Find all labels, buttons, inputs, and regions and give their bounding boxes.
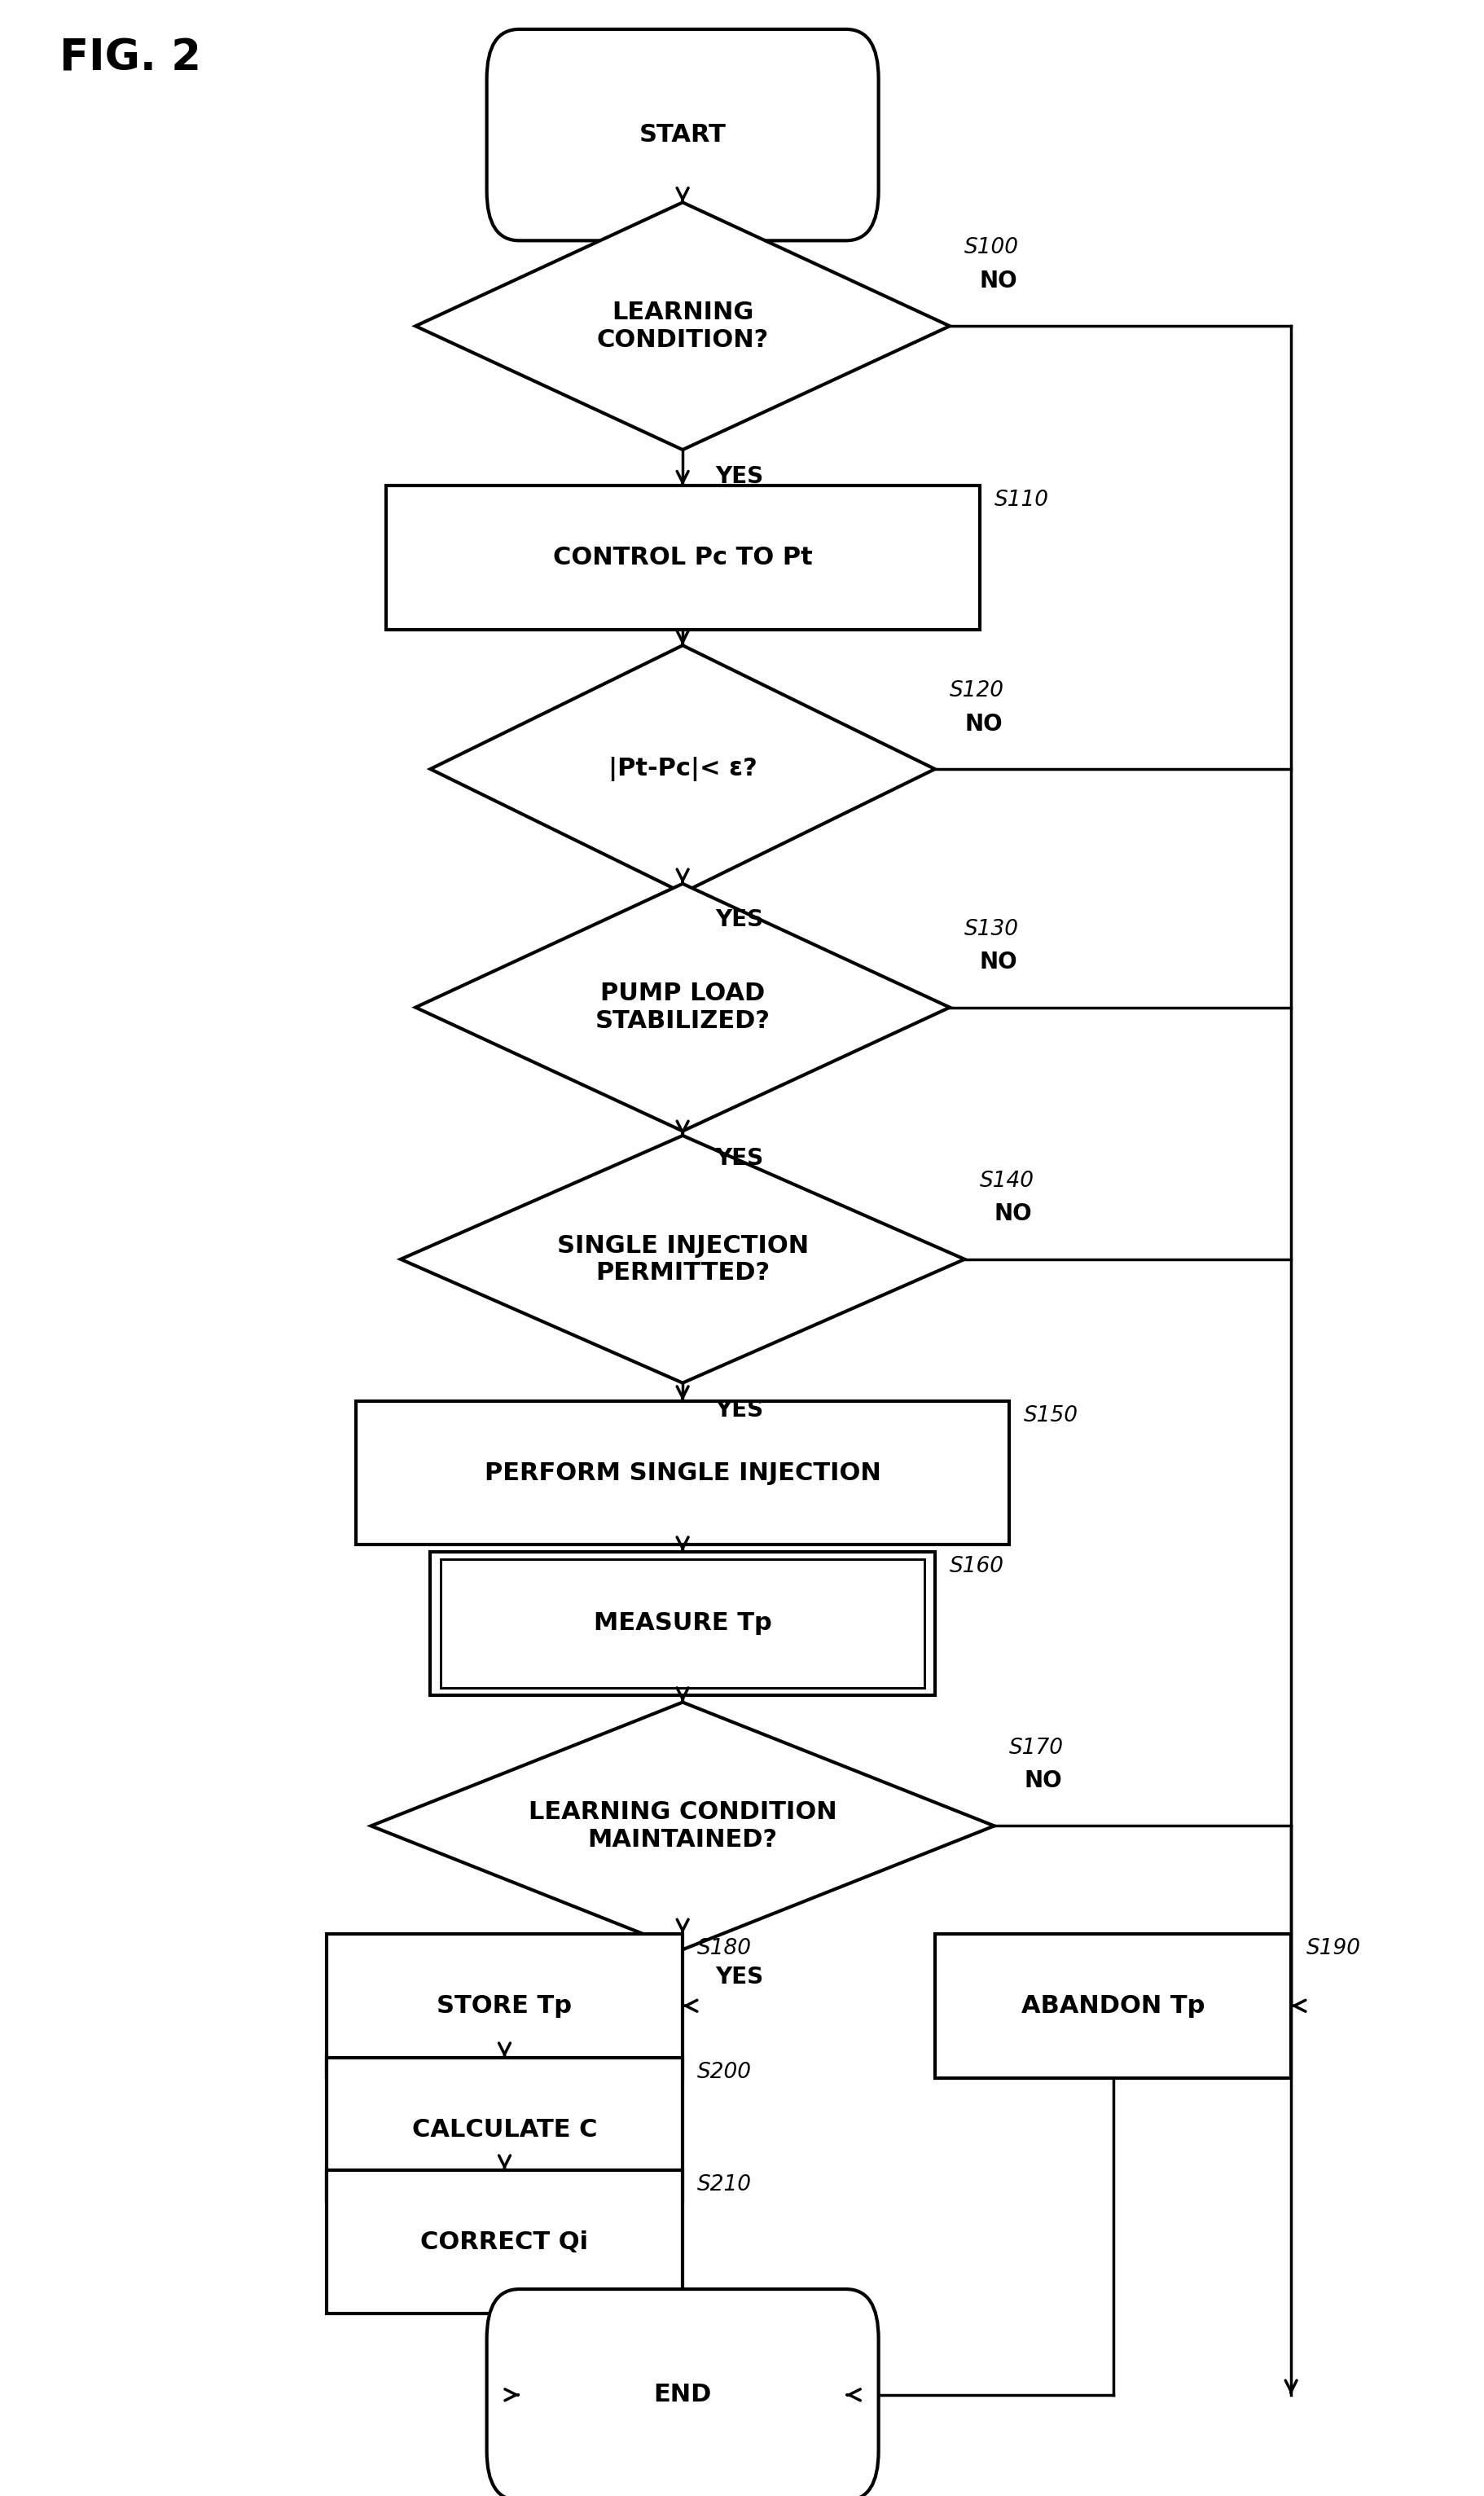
Bar	[441, 1560, 925, 1687]
Text: YES: YES	[715, 1964, 763, 1989]
Text: PERFORM SINGLE INJECTION: PERFORM SINGLE INJECTION	[484, 1460, 881, 1485]
Text: S200: S200	[697, 2062, 752, 2082]
Polygon shape	[416, 202, 950, 449]
Text: FIG. 2: FIG. 2	[59, 37, 200, 80]
Text: S130: S130	[965, 919, 1020, 941]
Text: S210: S210	[697, 2174, 752, 2194]
Bar	[356, 1400, 1009, 1545]
Text: S160: S160	[950, 1555, 1005, 1577]
Text: S170: S170	[1009, 1737, 1064, 1760]
Text: LEARNING
CONDITION?: LEARNING CONDITION?	[597, 300, 769, 352]
FancyBboxPatch shape	[487, 30, 879, 240]
Text: YES: YES	[715, 1398, 763, 1420]
Text: YES: YES	[715, 1146, 763, 1171]
Bar	[430, 1553, 935, 1695]
Text: NO: NO	[979, 951, 1018, 973]
Text: SINGLE INJECTION
PERMITTED?: SINGLE INJECTION PERMITTED?	[556, 1233, 809, 1285]
Text: NO: NO	[994, 1203, 1033, 1226]
Text: S120: S120	[950, 681, 1005, 701]
Text: MEASURE Tp: MEASURE Tp	[594, 1612, 772, 1635]
Text: S190: S190	[1306, 1937, 1361, 1959]
Polygon shape	[416, 884, 950, 1131]
Text: START: START	[640, 122, 726, 147]
Text: |Pt-Pc|< ε?: |Pt-Pc|< ε?	[608, 756, 757, 781]
FancyBboxPatch shape	[487, 2289, 879, 2496]
Text: S150: S150	[1024, 1405, 1079, 1425]
Text: NO: NO	[1024, 1770, 1063, 1792]
Bar	[326, 2169, 683, 2314]
Bar	[326, 1934, 683, 2077]
Text: STORE Tp: STORE Tp	[436, 1994, 573, 2017]
Text: CORRECT Qi: CORRECT Qi	[420, 2229, 589, 2254]
Text: NO: NO	[979, 270, 1018, 292]
Text: S180: S180	[697, 1937, 752, 1959]
Bar	[386, 487, 979, 629]
Text: CONTROL Pc TO Pt: CONTROL Pc TO Pt	[554, 547, 812, 569]
Text: S110: S110	[994, 489, 1049, 512]
Text: PUMP LOAD
STABILIZED?: PUMP LOAD STABILIZED?	[595, 981, 770, 1033]
Bar	[935, 1934, 1291, 2077]
Text: YES: YES	[715, 909, 763, 931]
Polygon shape	[371, 1702, 994, 1949]
Polygon shape	[401, 1136, 965, 1383]
Text: CALCULATE C: CALCULATE C	[413, 2117, 597, 2142]
Text: YES: YES	[715, 464, 763, 489]
Polygon shape	[430, 646, 935, 894]
Text: S100: S100	[965, 237, 1020, 260]
Bar	[326, 2057, 683, 2201]
Text: NO: NO	[965, 711, 1003, 736]
Text: S140: S140	[979, 1171, 1034, 1191]
Text: END: END	[653, 2384, 712, 2406]
Text: LEARNING CONDITION
MAINTAINED?: LEARNING CONDITION MAINTAINED?	[528, 1800, 837, 1852]
Text: ABANDON Tp: ABANDON Tp	[1021, 1994, 1205, 2017]
